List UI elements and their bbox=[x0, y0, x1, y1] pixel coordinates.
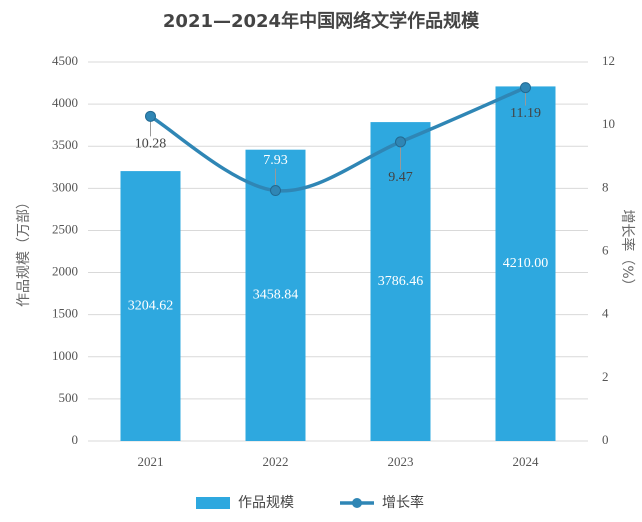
bar-value-label: 3204.62 bbox=[128, 298, 174, 313]
y-tick-label: 1500 bbox=[52, 306, 78, 321]
chart-title: 2021—2024年中国网络文学作品规模 bbox=[163, 10, 480, 32]
y-tick-label: 3000 bbox=[52, 179, 78, 194]
y2-tick-label: 6 bbox=[602, 242, 609, 257]
line-marker bbox=[520, 82, 531, 94]
y-axis-label: 作品规模（万部） bbox=[16, 195, 32, 307]
legend-label: 作品规模 bbox=[238, 495, 294, 511]
bar-value-label: 4210.00 bbox=[503, 256, 549, 271]
line-marker bbox=[395, 136, 406, 148]
bar bbox=[495, 86, 556, 442]
y2-tick-label: 10 bbox=[602, 116, 615, 131]
x-tick-label: 2024 bbox=[513, 454, 540, 469]
y-tick-label: 500 bbox=[59, 390, 79, 405]
line-value-label: 9.47 bbox=[388, 170, 413, 185]
bar bbox=[245, 149, 306, 441]
y-tick-label: 4000 bbox=[52, 95, 78, 110]
bar bbox=[370, 122, 431, 442]
y-tick-label: 4500 bbox=[52, 53, 78, 68]
line bbox=[149, 85, 527, 193]
y2-tick-label: 4 bbox=[602, 306, 609, 321]
line-marker bbox=[145, 110, 156, 122]
y-tick-label: 0 bbox=[72, 432, 79, 447]
x-tick-label: 2021 bbox=[138, 454, 164, 469]
y2-tick-label: 8 bbox=[602, 179, 609, 194]
bar-value-label: 3786.46 bbox=[378, 274, 424, 289]
line-value-label: 7.93 bbox=[263, 153, 288, 168]
bar bbox=[120, 171, 181, 441]
line-value-label: 11.19 bbox=[510, 106, 541, 121]
legend-swatch bbox=[352, 498, 362, 508]
y2-axis-label: 增长率（%） bbox=[619, 209, 636, 292]
line-marker bbox=[270, 185, 281, 197]
y2-tick-label: 12 bbox=[602, 53, 615, 68]
x-tick-label: 2023 bbox=[388, 454, 414, 469]
y-tick-label: 2000 bbox=[52, 264, 78, 279]
y2-tick-label: 2 bbox=[602, 369, 609, 384]
y-tick-label: 3500 bbox=[52, 137, 78, 152]
legend-swatch bbox=[196, 497, 230, 509]
x-tick-label: 2022 bbox=[263, 454, 289, 469]
bar-value-label: 3458.84 bbox=[253, 288, 299, 303]
line-value-label: 10.28 bbox=[135, 137, 167, 152]
y-tick-label: 2500 bbox=[52, 221, 78, 236]
y-tick-label: 1000 bbox=[52, 348, 78, 363]
y2-tick-label: 0 bbox=[602, 432, 609, 447]
legend-label: 增长率 bbox=[382, 494, 424, 511]
